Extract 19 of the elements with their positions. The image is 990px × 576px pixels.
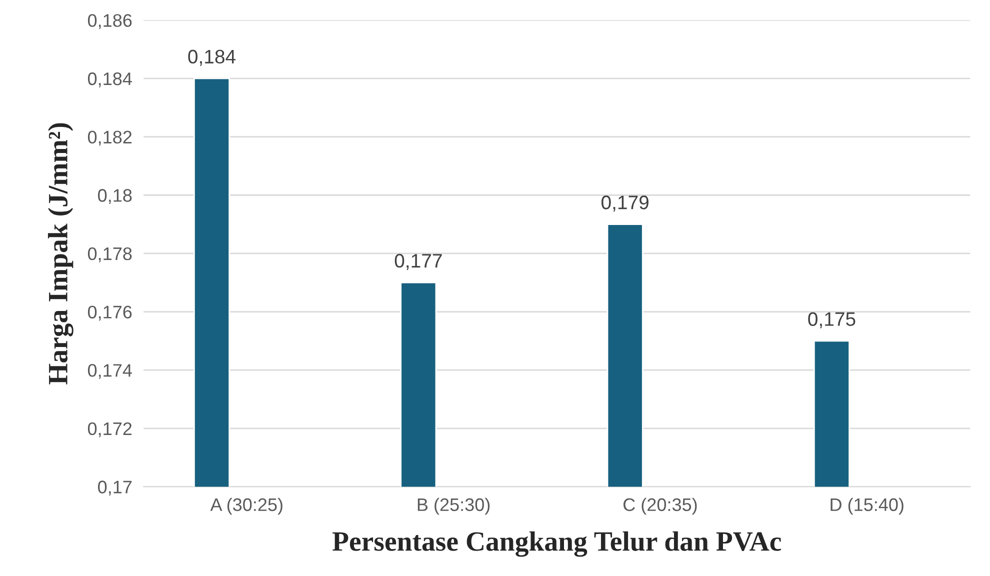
y-tick-label: 0,17 <box>98 480 132 496</box>
y-tick-label: 0,172 <box>88 422 132 438</box>
y-axis-title: Harga Impak (J/mm²) <box>48 123 74 384</box>
y-tick-label: 0,174 <box>88 364 132 379</box>
data-label: 0,184 <box>188 50 236 66</box>
y-tick-label: 0,186 <box>88 14 132 30</box>
data-label: 0,177 <box>394 254 442 270</box>
y-tick-label: 0,184 <box>88 72 132 88</box>
x-tick-label: C (20:35) <box>623 498 697 515</box>
x-tick-label: D (15:40) <box>830 498 904 515</box>
y-tick-label: 0,18 <box>98 189 132 204</box>
x-tick-label: A (30:25) <box>210 498 282 515</box>
x-axis-title: Persentase Cangkang Telur dan PVAc <box>332 531 782 557</box>
y-tick-label: 0,182 <box>88 130 132 146</box>
y-tick-label: 0,178 <box>88 247 132 262</box>
data-label: 0,179 <box>602 196 648 212</box>
data-label: 0,175 <box>808 312 856 328</box>
x-tick-label: B (25:30) <box>418 498 490 515</box>
y-tick-label: 0,176 <box>88 306 132 321</box>
